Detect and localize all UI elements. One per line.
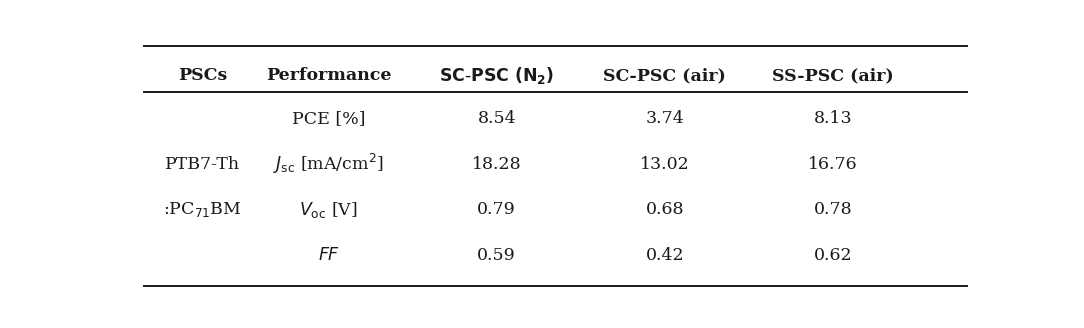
Text: 0.79: 0.79 bbox=[477, 201, 516, 218]
Text: PSCs: PSCs bbox=[178, 68, 228, 85]
Text: 3.74: 3.74 bbox=[645, 111, 684, 127]
Text: 0.62: 0.62 bbox=[813, 247, 852, 264]
Text: $\mathit{FF}$: $\mathit{FF}$ bbox=[318, 247, 339, 264]
Text: 13.02: 13.02 bbox=[640, 156, 689, 173]
Text: 16.76: 16.76 bbox=[808, 156, 857, 173]
Text: 18.28: 18.28 bbox=[472, 156, 521, 173]
Text: PTB7-Th: PTB7-Th bbox=[165, 156, 241, 173]
Text: SC-PSC (air): SC-PSC (air) bbox=[604, 68, 726, 85]
Text: 0.68: 0.68 bbox=[645, 201, 684, 218]
Text: SS-PSC (air): SS-PSC (air) bbox=[772, 68, 893, 85]
Text: $J_{\mathrm{sc}}$ [mA/cm$^2$]: $J_{\mathrm{sc}}$ [mA/cm$^2$] bbox=[273, 152, 384, 176]
Text: 8.54: 8.54 bbox=[477, 111, 516, 127]
Text: 8.13: 8.13 bbox=[813, 111, 852, 127]
Text: Performance: Performance bbox=[266, 68, 391, 85]
Text: 0.42: 0.42 bbox=[645, 247, 684, 264]
Text: $V_{\mathrm{oc}}$ [V]: $V_{\mathrm{oc}}$ [V] bbox=[299, 200, 358, 220]
Text: PCE [%]: PCE [%] bbox=[292, 111, 365, 127]
Text: 0.59: 0.59 bbox=[477, 247, 516, 264]
Text: :PC$_{71}$BM: :PC$_{71}$BM bbox=[164, 200, 242, 219]
Text: $\mathbf{SC\text{-}PSC\ (N_2)}$: $\mathbf{SC\text{-}PSC\ (N_2)}$ bbox=[439, 66, 554, 87]
Text: 0.78: 0.78 bbox=[813, 201, 852, 218]
